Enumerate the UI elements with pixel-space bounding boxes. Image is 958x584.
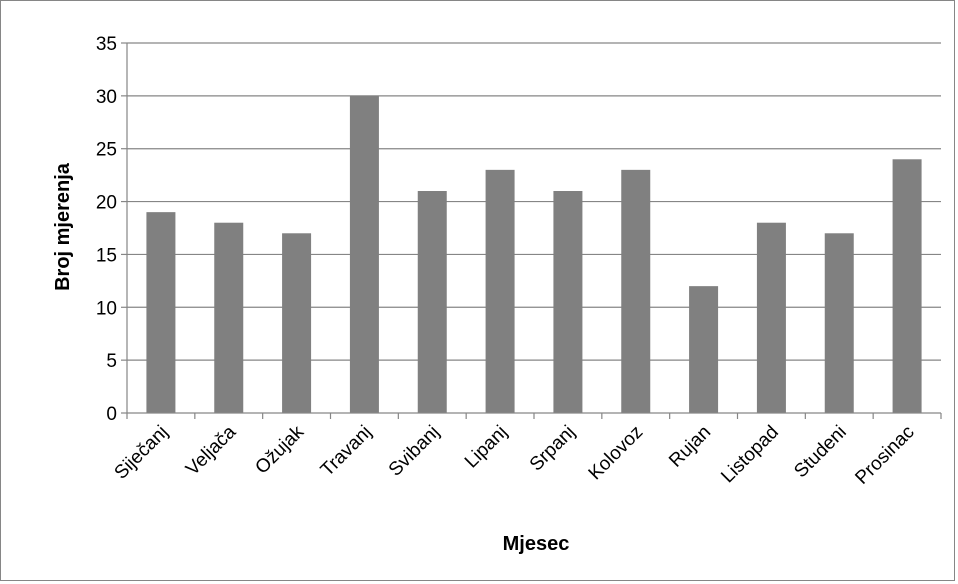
bar xyxy=(824,233,854,413)
bar xyxy=(756,222,786,413)
y-tick-label: 30 xyxy=(96,87,117,108)
y-tick-label: 25 xyxy=(96,140,117,161)
x-tick-label: Siječanj xyxy=(111,422,173,484)
y-tick-label: 35 xyxy=(96,34,117,55)
bar xyxy=(282,233,312,413)
y-tick-label: 5 xyxy=(106,351,117,372)
bar xyxy=(689,286,719,413)
x-tick-label: Prosinac xyxy=(851,422,918,489)
y-axis-title: Broj mjerenja xyxy=(52,162,74,291)
bar xyxy=(349,95,379,413)
x-tick-label: Veljača xyxy=(182,421,240,479)
y-tick-label: 0 xyxy=(106,404,117,425)
x-tick-label: Studeni xyxy=(790,422,850,482)
y-tick-label: 20 xyxy=(96,193,117,214)
bar xyxy=(621,169,651,413)
x-axis-title: Mjesec xyxy=(503,533,570,555)
x-tick-label: Srpanj xyxy=(526,422,580,476)
bar xyxy=(553,191,583,413)
x-tick-label: Listopad xyxy=(717,422,783,488)
y-tick-label: 10 xyxy=(96,298,117,319)
x-tick-label: Rujan xyxy=(665,422,715,472)
gridlines xyxy=(127,42,941,361)
x-tick-label: Svibanj xyxy=(385,422,444,481)
x-tick-label: Travanj xyxy=(317,422,376,481)
bar xyxy=(214,222,244,413)
bars xyxy=(146,95,922,413)
axes xyxy=(121,42,942,419)
bar xyxy=(146,212,176,413)
bar xyxy=(892,159,922,413)
x-tick-label: Ožujak xyxy=(251,421,308,478)
bar xyxy=(485,169,515,413)
bar xyxy=(417,191,447,413)
x-tick-label: Lipanj xyxy=(461,422,512,473)
y-tick-label: 15 xyxy=(96,245,117,266)
x-tick-label: Kolovoz xyxy=(585,422,648,485)
